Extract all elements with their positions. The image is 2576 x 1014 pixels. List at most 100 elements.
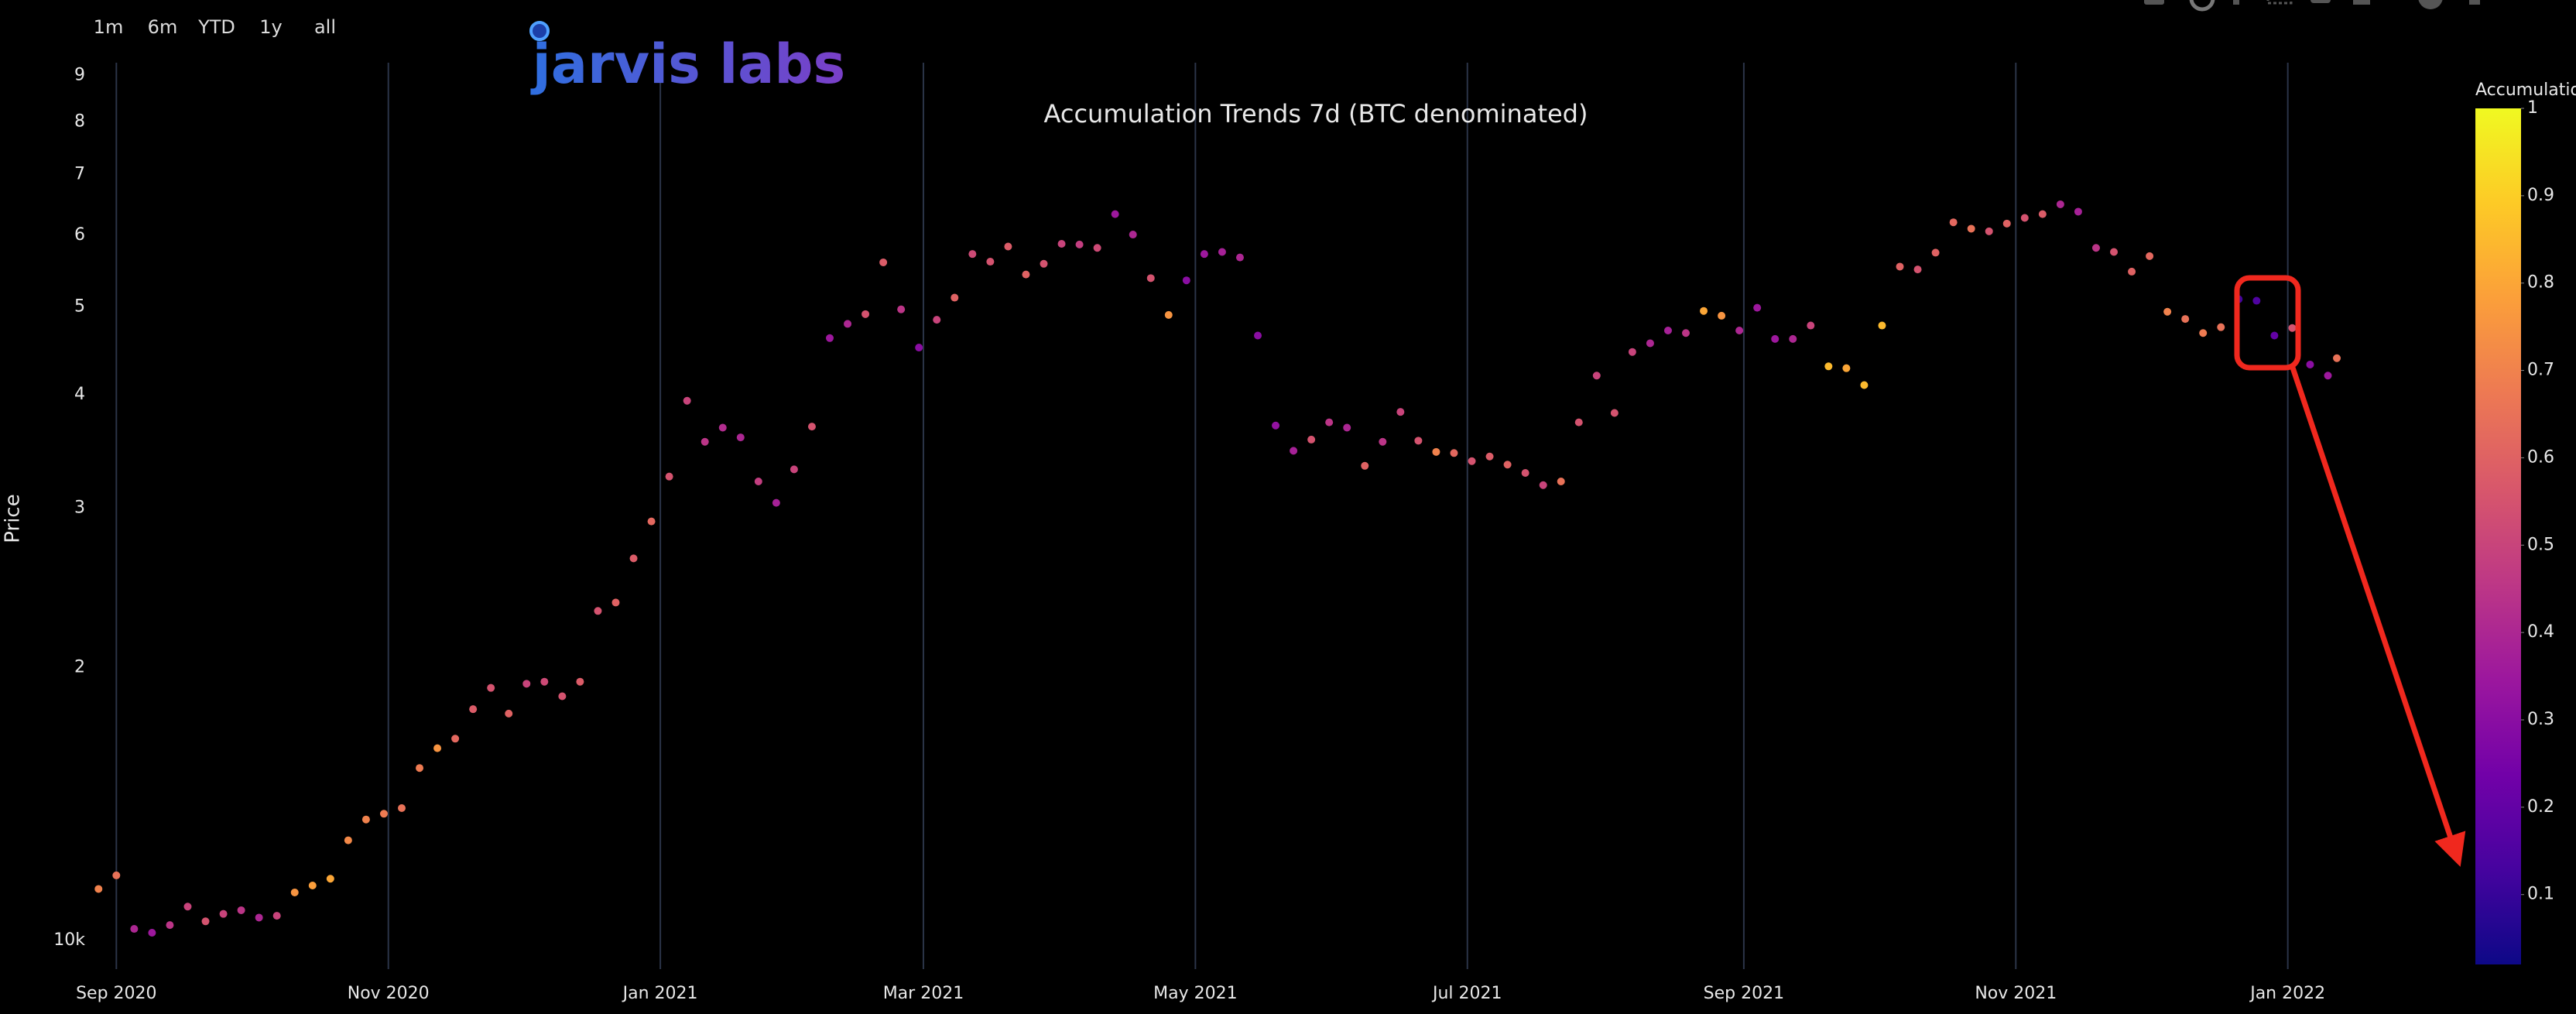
point — [1057, 240, 1066, 248]
point — [2163, 307, 2172, 316]
point — [1663, 326, 1672, 334]
colorbar-tick-label: 0.6 — [2527, 447, 2554, 467]
point — [1521, 469, 1530, 478]
point — [968, 250, 977, 259]
point — [1646, 339, 1654, 348]
point — [2333, 354, 2341, 362]
highlight-box — [2234, 275, 2301, 371]
point — [1468, 457, 1476, 465]
colorbar-tick-label: 0.1 — [2527, 885, 2554, 904]
point — [1450, 449, 1458, 457]
point — [344, 836, 352, 844]
modebar-icon[interactable] — [2353, 0, 2370, 5]
point — [2252, 296, 2261, 305]
range-button[interactable]: 6m — [148, 16, 178, 38]
modebar-icon[interactable] — [2469, 0, 2480, 5]
point — [1878, 321, 1886, 330]
colorbar: 0.1 0.2 0.3 0.4 0.5 0.6 0.7 0.8 0.9 1 — [2475, 98, 2554, 964]
modebar-icon[interactable] — [2189, 0, 2215, 12]
point — [1931, 248, 1940, 257]
x-tick-label: May 2021 — [1153, 984, 1237, 1003]
point — [290, 888, 299, 896]
point — [1789, 334, 1797, 343]
point — [2056, 200, 2064, 208]
point — [1592, 372, 1601, 380]
point — [1967, 224, 1975, 233]
point — [1753, 303, 1762, 312]
modebar-icon[interactable] — [2311, 0, 2331, 3]
x-tick-label: Nov 2021 — [1975, 984, 2057, 1003]
point — [1718, 311, 1726, 320]
x-tick-label: Sep 2020 — [76, 984, 156, 1003]
modebar-icon[interactable] — [2266, 0, 2293, 5]
point — [825, 334, 834, 342]
point — [1272, 421, 1280, 430]
colorbar-tick-label: 0.4 — [2527, 622, 2554, 642]
point — [1343, 423, 1351, 432]
point — [397, 803, 406, 812]
point — [915, 344, 923, 352]
point — [2270, 331, 2279, 340]
point — [112, 871, 121, 879]
range-button[interactable]: 1m — [94, 16, 124, 38]
y-tick-label: 5 — [74, 297, 85, 317]
point — [1949, 218, 1958, 227]
modebar-icon[interactable] — [2418, 0, 2443, 9]
range-button[interactable]: YTD — [197, 16, 235, 38]
modebar-icon[interactable] — [2233, 0, 2239, 5]
colorbar-tick-label: 0.7 — [2527, 361, 2554, 380]
point — [2091, 244, 2100, 252]
point — [130, 925, 139, 933]
point — [1004, 242, 1012, 251]
point — [2199, 329, 2208, 337]
point — [844, 320, 852, 328]
point — [647, 517, 656, 526]
grid: Sep 2020 Nov 2020 Jan 2021 Mar 2021 May 2021… — [53, 63, 2325, 1003]
y-tick-label: 10k — [53, 930, 85, 950]
point — [558, 692, 567, 701]
point — [1985, 227, 1993, 235]
point — [2146, 252, 2154, 260]
point — [361, 815, 370, 824]
point — [1075, 240, 1084, 248]
range-buttons[interactable]: 1m 6m YTD 1y all — [94, 16, 336, 38]
point — [1432, 447, 1440, 456]
x-tick-label: Sep 2021 — [1704, 984, 1784, 1003]
point — [1574, 418, 1583, 426]
x-tick-label: Jan 2022 — [2249, 984, 2325, 1003]
colorbar-tick-label: 0.3 — [2527, 710, 2554, 729]
point — [2002, 219, 2011, 228]
point — [2288, 324, 2297, 332]
colorbar-tick-label: 1 — [2527, 98, 2538, 118]
point — [505, 709, 513, 718]
modebar-icon[interactable] — [2144, 0, 2164, 5]
point — [540, 677, 549, 686]
point — [237, 906, 245, 914]
y-tick-label: 2 — [74, 658, 85, 677]
point — [879, 258, 888, 266]
y-axis-title: Price — [2, 494, 25, 543]
point — [326, 875, 334, 883]
point — [1235, 253, 1244, 262]
point — [1129, 231, 1137, 239]
point — [1379, 437, 1387, 446]
point — [1860, 381, 1869, 389]
point — [2324, 372, 2332, 380]
point — [611, 598, 620, 607]
x-tick-label: Nov 2020 — [348, 984, 430, 1003]
x-tick-label: Jan 2021 — [622, 984, 698, 1003]
point — [469, 705, 478, 714]
range-button[interactable]: 1y — [259, 16, 282, 38]
point — [1218, 248, 1226, 256]
point — [862, 310, 870, 318]
range-button[interactable]: all — [314, 16, 336, 38]
point — [2074, 207, 2082, 216]
modebar[interactable] — [2144, 0, 2528, 12]
point — [416, 764, 424, 772]
point — [183, 903, 192, 911]
point — [754, 477, 762, 485]
point — [1396, 408, 1405, 416]
point — [701, 437, 709, 446]
point — [1254, 331, 1262, 340]
